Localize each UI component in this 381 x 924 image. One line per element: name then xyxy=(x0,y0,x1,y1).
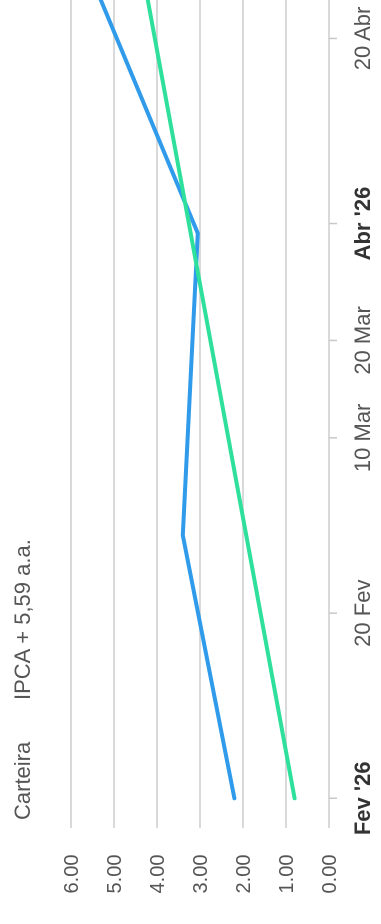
x-axis: Fev '26 20 Fev 10 Mar 20 Mar Abr '26 20 Abr xyxy=(329,7,375,835)
y-axis: 0.00 1.00 2.00 3.00 4.00 5.00 6.00 xyxy=(61,855,341,894)
y-tick-label: 6.00 xyxy=(61,855,83,894)
y-tick-label: 5.00 xyxy=(104,855,126,894)
series-line-carteira[interactable] xyxy=(93,0,237,801)
legend-item-ipca[interactable]: IPCA + 5,59 a.a. xyxy=(10,539,35,700)
x-tick-label: 10 Mar xyxy=(350,404,375,472)
y-tick-label: 4.00 xyxy=(147,855,169,894)
y-tick-label: 0.00 xyxy=(319,855,341,894)
y-tick-label: 2.00 xyxy=(233,855,255,894)
chart-series xyxy=(93,0,297,801)
chart-grid xyxy=(70,0,330,828)
x-tick-label: 20 Fev xyxy=(350,580,375,647)
chart-legend: Carteira IPCA + 5,59 a.a. xyxy=(10,539,35,820)
x-tick-label: 20 Abr xyxy=(350,7,375,71)
y-tick-label: 1.00 xyxy=(276,855,298,894)
legend-item-carteira[interactable]: Carteira xyxy=(10,741,35,820)
y-tick-label: 3.00 xyxy=(190,855,212,894)
x-tick-label: Fev '26 xyxy=(350,761,375,835)
x-tick-label: 20 Mar xyxy=(350,306,375,374)
series-line-ipca[interactable] xyxy=(144,0,297,801)
x-tick-label: Abr '26 xyxy=(350,187,375,261)
